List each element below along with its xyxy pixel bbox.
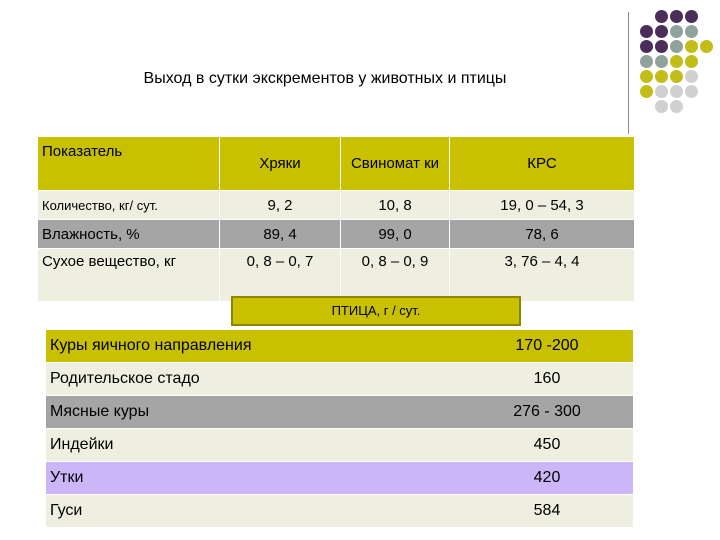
decorative-dot bbox=[685, 70, 698, 83]
poultry-value: 170 -200 bbox=[461, 330, 633, 363]
decorative-dot bbox=[640, 85, 653, 98]
poultry-table: Куры яичного направления 170 -200 Родите… bbox=[46, 330, 633, 528]
header-indicator: Показатель bbox=[38, 137, 220, 191]
table-row: Утки 420 bbox=[46, 461, 633, 495]
decorative-dot bbox=[640, 25, 653, 38]
decorative-dot bbox=[655, 55, 668, 68]
table-row: Количество, кг/ сут. 9, 2 10, 8 19, 0 – … bbox=[38, 190, 635, 220]
decorative-dot bbox=[700, 40, 713, 53]
decorative-dot bbox=[685, 85, 698, 98]
row-label: Влажность, % bbox=[38, 219, 220, 249]
cell-value: 3, 76 – 4, 4 bbox=[449, 248, 635, 302]
table-row: Влажность, % 89, 4 99, 0 78, 6 bbox=[38, 219, 635, 249]
decorative-dot-grid bbox=[640, 10, 720, 120]
cell-value: 9, 2 bbox=[219, 190, 341, 220]
decorative-dot bbox=[655, 100, 668, 113]
header-sows: Свиномат ки bbox=[340, 137, 450, 191]
decorative-dot bbox=[685, 25, 698, 38]
table-row: Индейки 450 bbox=[46, 428, 633, 462]
table-row: Сухое вещество, кг 0, 8 – 0, 7 0, 8 – 0,… bbox=[38, 248, 635, 302]
poultry-value: 420 bbox=[461, 461, 633, 495]
header-boars: Хряки bbox=[219, 137, 341, 191]
decorative-dot bbox=[670, 70, 683, 83]
poultry-name: Мясные куры bbox=[46, 395, 461, 429]
cell-value: 0, 8 – 0, 7 bbox=[219, 248, 341, 302]
table-row: Гуси 584 bbox=[46, 494, 633, 528]
decorative-dot bbox=[670, 40, 683, 53]
decorative-dot bbox=[655, 25, 668, 38]
slide-title: Выход в сутки экскрементов у животных и … bbox=[143, 70, 507, 87]
decorative-dot bbox=[655, 10, 668, 23]
decorative-dot bbox=[655, 70, 668, 83]
cell-value: 78, 6 bbox=[449, 219, 635, 249]
cell-value: 0, 8 – 0, 9 bbox=[340, 248, 450, 302]
cell-value: 19, 0 – 54, 3 bbox=[449, 190, 635, 220]
poultry-value: 584 bbox=[461, 494, 633, 528]
table-row: Родительское стадо 160 bbox=[46, 362, 633, 396]
decorative-dot bbox=[670, 10, 683, 23]
row-label: Количество, кг/ сут. bbox=[38, 190, 220, 220]
row-label: Сухое вещество, кг bbox=[38, 248, 220, 302]
poultry-name: Родительское стадо bbox=[46, 362, 461, 396]
decorative-dot bbox=[670, 25, 683, 38]
poultry-name: Куры яичного направления bbox=[46, 330, 461, 363]
poultry-value: 160 bbox=[461, 362, 633, 396]
decorative-dot bbox=[655, 85, 668, 98]
animals-table: Показатель Хряки Свиномат ки КРС Количес… bbox=[38, 137, 635, 302]
decorative-dot bbox=[670, 85, 683, 98]
poultry-name: Гуси bbox=[46, 494, 461, 528]
decorative-dot bbox=[655, 40, 668, 53]
divider-line bbox=[628, 12, 629, 134]
decorative-dot bbox=[685, 40, 698, 53]
table-row: Куры яичного направления 170 -200 bbox=[46, 330, 633, 363]
decorative-dot bbox=[685, 10, 698, 23]
cell-value: 89, 4 bbox=[219, 219, 341, 249]
poultry-value: 276 - 300 bbox=[461, 395, 633, 429]
poultry-value: 450 bbox=[461, 428, 633, 462]
decorative-dot bbox=[640, 40, 653, 53]
decorative-dot bbox=[640, 70, 653, 83]
header-cattle: КРС bbox=[449, 137, 635, 191]
cell-value: 10, 8 bbox=[340, 190, 450, 220]
poultry-name: Утки bbox=[46, 461, 461, 495]
decorative-dot bbox=[685, 55, 698, 68]
decorative-dot bbox=[670, 55, 683, 68]
table-row: Мясные куры 276 - 300 bbox=[46, 395, 633, 429]
table-header-row: Показатель Хряки Свиномат ки КРС bbox=[38, 137, 635, 191]
decorative-dot bbox=[640, 55, 653, 68]
poultry-name: Индейки bbox=[46, 428, 461, 462]
poultry-header: ПТИЦА, г / сут. bbox=[231, 296, 521, 326]
cell-value: 99, 0 bbox=[340, 219, 450, 249]
decorative-dot bbox=[670, 100, 683, 113]
